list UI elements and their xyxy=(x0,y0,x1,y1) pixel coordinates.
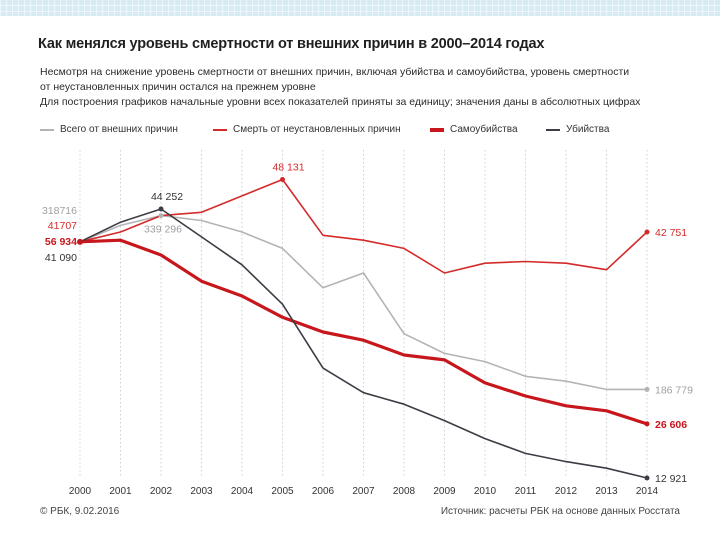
end-marker-undetermined xyxy=(644,229,650,235)
start-label-murder: 41 090 xyxy=(45,252,77,264)
legend-label-murder: Убийства xyxy=(566,124,610,135)
x-tick-label-2003: 2003 xyxy=(190,486,213,497)
x-tick-label-2011: 2011 xyxy=(515,486,537,497)
legend-swatch-murder xyxy=(546,128,560,131)
end-marker-suicide xyxy=(644,421,650,427)
series-line-undetermined xyxy=(79,178,648,274)
series-line-suicide xyxy=(78,238,649,426)
subtitle-line-2: от неустановленных причин остался на пре… xyxy=(40,81,316,93)
x-tick-label-2014: 2014 xyxy=(636,486,659,497)
end-marker-total xyxy=(644,386,650,392)
legend-label-suicide: Самоубийства xyxy=(450,124,518,135)
subtitle-line-3: Для построения графиков начальные уровни… xyxy=(40,96,641,108)
top-decor-band xyxy=(0,0,720,16)
chart-legend: Всего от внешних причин Смерть от неуста… xyxy=(40,124,680,138)
annotation-label-murder: 44 252 xyxy=(151,191,183,203)
x-tick-label-2001: 2001 xyxy=(109,486,132,497)
annotation-marker-murder xyxy=(158,206,164,212)
end-label-murder: 12 921 xyxy=(655,473,687,485)
legend-swatch-undetermined xyxy=(213,128,227,131)
legend-label-total: Всего от внешних причин xyxy=(60,124,178,135)
legend-item-undetermined: Смерть от неустановленных причин xyxy=(213,124,401,135)
x-tick-label-2002: 2002 xyxy=(150,486,173,497)
x-tick-label-2006: 2006 xyxy=(312,486,335,497)
x-tick-label-2007: 2007 xyxy=(352,486,375,497)
x-tick-label-2004: 2004 xyxy=(231,486,254,497)
x-tick-label-2012: 2012 xyxy=(555,486,578,497)
end-marker-murder xyxy=(644,475,650,481)
legend-label-undetermined: Смерть от неустановленных причин xyxy=(233,124,401,135)
x-tick-label-2005: 2005 xyxy=(271,486,294,497)
subtitle-line-1: Несмотря на снижение уровень смертности … xyxy=(40,66,630,78)
series-line-total xyxy=(79,214,648,391)
legend-swatch-suicide xyxy=(430,127,444,132)
annotation-label-undetermined: 48 131 xyxy=(272,162,304,174)
footer-source: Источник: расчеты РБК на основе данных Р… xyxy=(440,506,680,517)
start-label-total: 318716 xyxy=(42,205,77,217)
chart-title: Как менялся уровень смертности от внешни… xyxy=(38,36,545,52)
annotation-marker-total xyxy=(158,213,164,219)
footer-copyright: © РБК, 9.02.2016 xyxy=(40,506,120,517)
end-label-undetermined: 42 751 xyxy=(655,227,687,239)
legend-swatch-total xyxy=(40,128,54,131)
annotation-marker-undetermined xyxy=(280,177,285,183)
series-line-murder xyxy=(79,208,648,479)
x-tick-label-2010: 2010 xyxy=(474,486,497,497)
start-label-suicide: 56 934 xyxy=(45,236,77,248)
legend-item-murder: Убийства xyxy=(546,124,609,135)
end-label-suicide: 26 606 xyxy=(655,419,687,431)
annotation-label-total: 339 296 xyxy=(144,224,182,236)
legend-item-total: Всего от внешних причин xyxy=(40,124,178,135)
x-tick-label-2008: 2008 xyxy=(393,486,416,497)
start-point-marker xyxy=(77,238,83,245)
x-tick-label-2009: 2009 xyxy=(433,486,456,497)
x-tick-label-2013: 2013 xyxy=(595,486,618,497)
x-tick-label-2000: 2000 xyxy=(69,486,92,497)
start-label-undetermined: 41707 xyxy=(48,220,77,232)
legend-item-suicide: Самоубийства xyxy=(430,124,518,135)
end-label-total: 186 779 xyxy=(655,384,693,396)
